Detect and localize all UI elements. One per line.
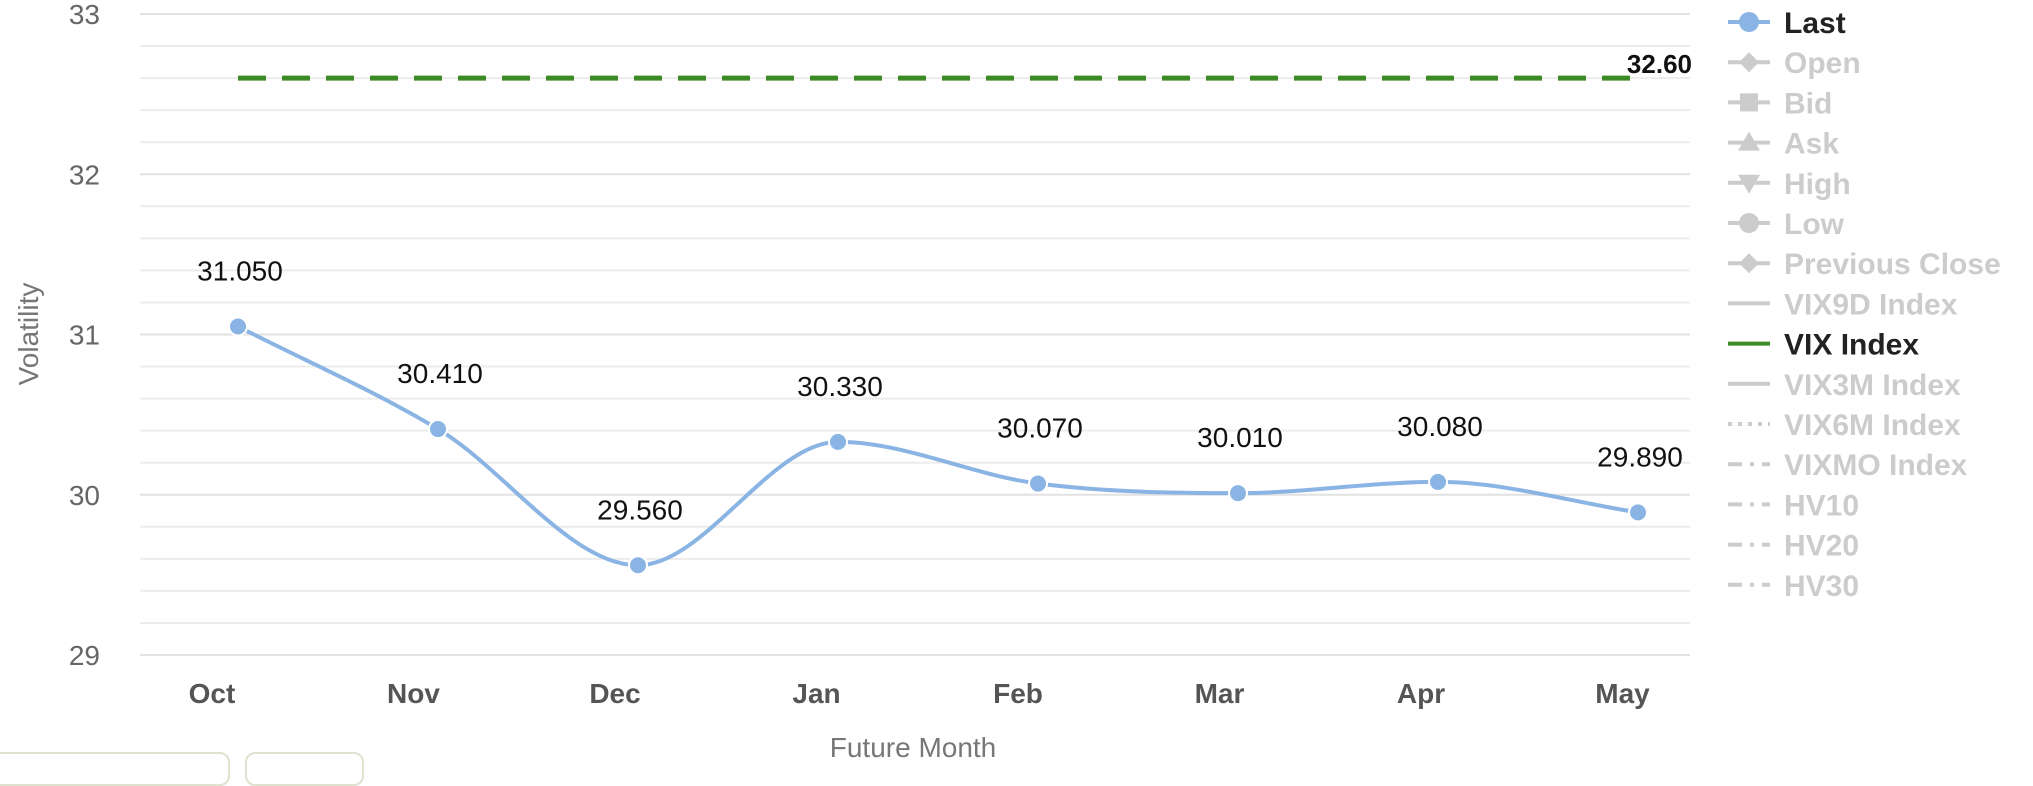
legend-item[interactable]: Low [1728,208,1845,241]
legend-item[interactable]: VIX3M Index [1728,369,1961,402]
last-data-point[interactable] [1228,483,1248,504]
data-label: 30.070 [997,413,1083,444]
legend: Last Open Bid Ask High Low Previous Close VIX9D… [1728,7,2001,603]
legend-item[interactable]: Ask [1728,128,1839,161]
legend-label: Last [1784,7,1846,40]
y-axis-title: Volatility [13,283,44,386]
triangle-down-icon [1738,174,1760,194]
last-data-point[interactable] [1428,471,1448,492]
y-axis: 29 30 31 32 33 [69,0,100,671]
legend-item[interactable]: Bid [1728,87,1832,120]
diamond-icon [1739,253,1759,274]
x-tick-label: Feb [993,678,1043,709]
legend-label: Open [1784,47,1861,80]
circle-icon [1739,12,1759,32]
diamond-icon [1739,52,1759,73]
triangle-icon [1738,131,1760,151]
last-data-point[interactable] [228,316,248,337]
legend-label: HV20 [1784,530,1859,563]
x-tick-label: May [1595,678,1650,709]
data-label: 30.010 [1197,422,1283,453]
data-label: 30.330 [797,371,883,402]
x-axis: Oct Nov Dec Jan Feb Mar Apr May [189,678,1651,709]
legend-item[interactable]: Last [1728,7,1846,40]
legend-item[interactable]: VIX6M Index [1728,409,1961,442]
x-tick-label: Dec [589,678,640,709]
last-data-point[interactable] [828,431,848,452]
legend-label: Low [1784,208,1845,241]
y-tick-label: 30 [69,480,100,511]
y-tick-label: 29 [69,640,100,671]
square-icon [1740,93,1758,112]
x-tick-label: Jan [792,678,840,709]
legend-item[interactable]: VIXMO Index [1728,449,1968,482]
legend-item[interactable]: HV20 [1728,530,1859,563]
volatility-term-structure-chart: 29 30 31 32 33 Oct Nov Dec Jan Feb Mar Apr May Vola… [13,0,2001,759]
legend-label: VIX Index [1784,329,1919,362]
legend-label: VIXMO Index [1784,449,1968,482]
x-tick-label: Apr [1397,678,1445,709]
legend-label: Bid [1784,87,1832,120]
x-tick-label: Oct [189,678,236,709]
legend-label: VIX6M Index [1784,409,1961,442]
last-data-point[interactable] [1628,502,1648,523]
legend-item[interactable]: VIX Index [1728,329,1919,362]
legend-label: HV10 [1784,489,1859,522]
last-data-point[interactable] [1028,473,1048,494]
legend-item[interactable]: HV30 [1728,570,1859,603]
y-tick-label: 31 [69,320,100,351]
legend-item[interactable]: Previous Close [1728,248,2001,281]
data-label: 31.050 [197,255,283,286]
legend-item[interactable]: HV10 [1728,489,1859,522]
legend-label: Ask [1784,128,1839,161]
legend-label: High [1784,168,1851,201]
bottom-tab-2[interactable] [245,752,364,786]
grid-lines [140,13,1690,656]
x-tick-label: Mar [1195,678,1245,709]
y-tick-label: 32 [69,159,100,190]
series-layer: 31.050 30.410 29.560 30.330 30.070 30.010 30.0… [197,49,1692,576]
bottom-tab-1[interactable] [0,752,230,786]
legend-label: VIX3M Index [1784,369,1961,402]
circle-icon [1739,213,1759,233]
legend-item[interactable]: VIX9D Index [1728,288,1958,321]
data-label: 29.890 [1597,441,1683,472]
last-data-point[interactable] [428,419,448,440]
last-data-point[interactable] [628,555,648,576]
legend-item[interactable]: Open [1728,47,1861,80]
x-axis-title: Future Month [830,732,997,759]
y-tick-label: 33 [69,0,100,30]
data-label: 30.410 [397,358,483,389]
legend-item[interactable]: High [1728,168,1851,201]
data-label: 29.560 [597,494,683,525]
legend-label: Previous Close [1784,248,2001,281]
last-series-line [237,324,1639,568]
legend-label: HV30 [1784,570,1859,603]
x-tick-label: Nov [387,678,440,709]
data-label: 30.080 [1397,411,1483,442]
vix-index-value-label: 32.60 [1627,49,1692,79]
legend-label: VIX9D Index [1784,288,1958,321]
